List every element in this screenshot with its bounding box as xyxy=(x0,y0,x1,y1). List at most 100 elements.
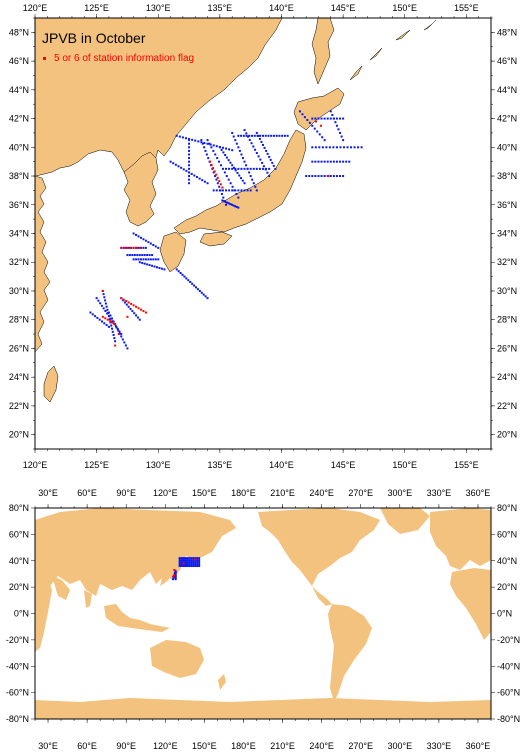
station-marker xyxy=(213,170,216,173)
station-marker xyxy=(223,171,226,174)
global-stations xyxy=(172,557,201,581)
station-marker xyxy=(209,143,212,146)
station-marker xyxy=(147,241,150,244)
global-lat-label-right: -40°N xyxy=(497,661,520,671)
station-marker xyxy=(194,561,197,564)
station-marker xyxy=(311,160,314,163)
station-marker xyxy=(224,153,227,156)
station-marker xyxy=(264,134,267,137)
station-marker xyxy=(209,160,212,163)
station-marker xyxy=(124,344,127,347)
station-marker xyxy=(116,327,119,330)
station-marker xyxy=(248,138,251,141)
regional-lat-label-right: 28°N xyxy=(497,315,517,325)
station-marker xyxy=(214,175,217,178)
global-lon-label-bottom: 120°E xyxy=(153,741,178,751)
station-marker xyxy=(180,565,183,568)
global-lat-label-left: 80°N xyxy=(9,503,29,513)
station-marker xyxy=(215,145,218,148)
station-marker xyxy=(268,167,271,170)
station-marker xyxy=(203,146,206,149)
station-marker xyxy=(229,161,232,164)
station-marker xyxy=(105,324,108,327)
station-marker xyxy=(125,246,128,249)
station-marker xyxy=(194,557,197,560)
station-marker xyxy=(241,179,244,182)
station-marker xyxy=(360,146,363,149)
honshu xyxy=(173,129,307,235)
station-marker xyxy=(314,175,317,178)
station-marker xyxy=(180,559,183,562)
station-marker xyxy=(131,310,134,313)
station-marker xyxy=(269,158,272,161)
station-marker xyxy=(357,146,360,149)
station-marker xyxy=(234,139,237,142)
station-marker xyxy=(178,563,181,566)
station-marker xyxy=(221,186,224,189)
regional-lon-label-bottom: 135°E xyxy=(208,460,233,470)
global-lon-label-top: 150°E xyxy=(192,488,217,498)
station-marker xyxy=(335,117,338,120)
station-marker xyxy=(339,146,342,149)
regional-lat-label-left: 36°N xyxy=(9,200,29,210)
global-lon-labels-bottom: 30°E 60°E 90°E 120°E 150°E 180°E 210°E 240°E 270… xyxy=(38,741,490,751)
station-marker xyxy=(137,246,140,249)
africa-right xyxy=(450,568,491,640)
station-marker xyxy=(127,305,130,308)
station-marker xyxy=(188,171,191,174)
global-lat-label-left: -60°N xyxy=(6,688,29,698)
station-marker xyxy=(219,183,222,186)
station-marker xyxy=(314,120,317,123)
regional-lat-label-left: 22°N xyxy=(9,401,29,411)
station-marker xyxy=(151,254,154,257)
se-asia-islands xyxy=(104,604,170,632)
station-marker xyxy=(346,146,349,149)
station-marker xyxy=(111,330,114,333)
kuril-1 xyxy=(349,65,363,81)
station-marker xyxy=(174,575,177,578)
station-marker xyxy=(136,254,139,257)
station-marker xyxy=(182,557,185,560)
station-marker xyxy=(125,300,128,303)
station-marker xyxy=(224,200,227,203)
station-marker xyxy=(186,563,189,566)
global-lon-label-bottom: 330°E xyxy=(427,741,452,751)
station-marker xyxy=(227,159,230,162)
station-marker xyxy=(186,557,189,560)
regional-lon-label-top: 150°E xyxy=(392,3,417,13)
station-marker xyxy=(317,117,320,120)
station-marker xyxy=(180,557,183,560)
station-marker xyxy=(152,258,155,261)
station-marker xyxy=(190,559,193,562)
station-marker xyxy=(268,175,271,178)
station-marker xyxy=(337,128,340,131)
station-marker xyxy=(126,246,129,249)
station-marker xyxy=(326,117,329,120)
regional-lat-label-left: 32°N xyxy=(9,257,29,267)
station-marker xyxy=(218,185,221,188)
regional-lon-label-top: 145°E xyxy=(331,3,356,13)
station-marker xyxy=(234,167,237,170)
station-marker xyxy=(265,149,268,152)
station-marker xyxy=(177,270,180,273)
station-marker xyxy=(321,136,324,139)
station-marker xyxy=(258,137,261,140)
station-marker xyxy=(278,134,281,137)
station-marker xyxy=(329,110,332,113)
station-marker xyxy=(187,279,190,282)
station-marker xyxy=(182,562,185,565)
regional-lon-label-top: 140°E xyxy=(269,3,294,13)
station-marker xyxy=(226,201,229,204)
station-marker xyxy=(192,561,195,564)
global-map: 30°E 60°E 90°E 120°E 150°E 180°E 210°E 240°E 270… xyxy=(6,488,520,751)
station-marker xyxy=(339,117,342,120)
station-marker xyxy=(97,299,100,302)
global-lat-labels-left: 80°N 60°N 40°N 20°N 0°N -20°N -40°N -60°N -80°N xyxy=(6,503,29,724)
station-marker xyxy=(198,177,201,180)
regional-lat-label-left: 38°N xyxy=(9,171,29,181)
station-marker xyxy=(236,171,239,174)
station-marker xyxy=(317,175,320,178)
station-marker xyxy=(173,574,176,577)
regional-lat-label-right: 42°N xyxy=(497,114,517,124)
global-lon-label-bottom: 240°E xyxy=(309,741,334,751)
